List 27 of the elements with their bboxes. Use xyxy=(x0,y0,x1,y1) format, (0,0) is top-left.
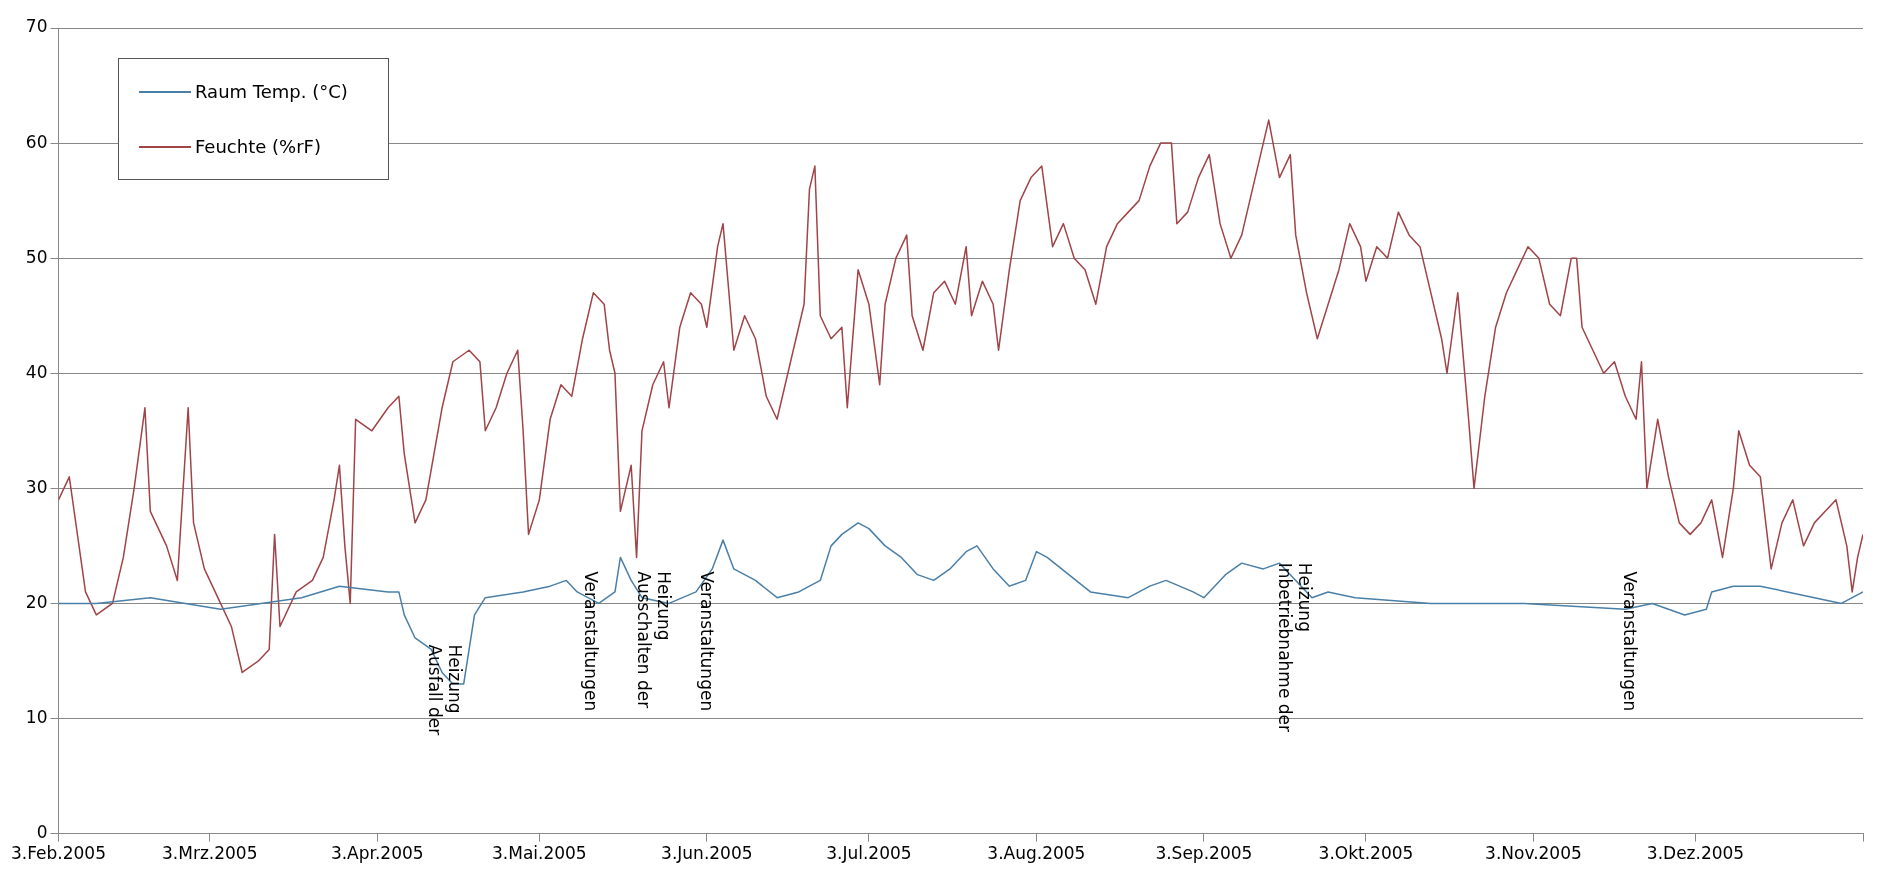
x-tick-label: 3.Nov.2005 xyxy=(1485,843,1582,864)
annotation: Veranstaltungen xyxy=(697,571,718,712)
x-tick-label: 3.Feb.2005 xyxy=(10,843,106,864)
x-tick-label: 3.Dez.2005 xyxy=(1646,843,1745,864)
annotation: Ausfall der Heizung xyxy=(424,644,465,736)
x-tick-label: 3.Okt.2005 xyxy=(1318,843,1414,864)
annotation: Ausschalten der Heizung xyxy=(633,571,674,709)
annotation: Veranstaltungen xyxy=(581,571,602,712)
x-tick-label: 3.Mrz.2005 xyxy=(162,843,258,864)
y-tick-label: 20 xyxy=(25,591,48,612)
x-tick-label: 3.Jul.2005 xyxy=(826,843,912,864)
annotation: Veranstaltungen xyxy=(1620,571,1641,712)
x-tick-label: 3.Mai.2005 xyxy=(491,843,587,864)
y-tick-label: 30 xyxy=(25,476,48,497)
x-tick-label: 3.Apr.2005 xyxy=(330,843,424,864)
x-tick-label: 3.Aug.2005 xyxy=(987,843,1086,864)
y-tick-label: 40 xyxy=(25,361,48,382)
legend-label: Raum Temp. (°C) xyxy=(195,81,348,102)
legend-label: Feuchte (%rF) xyxy=(195,136,321,157)
y-tick-label: 0 xyxy=(36,822,48,843)
x-tick-label: 3.Jun.2005 xyxy=(661,843,753,864)
x-tick-label: 3.Sep.2005 xyxy=(1155,843,1253,864)
y-tick-label: 70 xyxy=(25,16,48,37)
y-tick-label: 60 xyxy=(25,131,48,152)
y-tick-label: 50 xyxy=(25,246,48,267)
y-tick-label: 10 xyxy=(25,706,48,727)
annotation: Inbetriebnahme der Heizung xyxy=(1275,562,1316,733)
